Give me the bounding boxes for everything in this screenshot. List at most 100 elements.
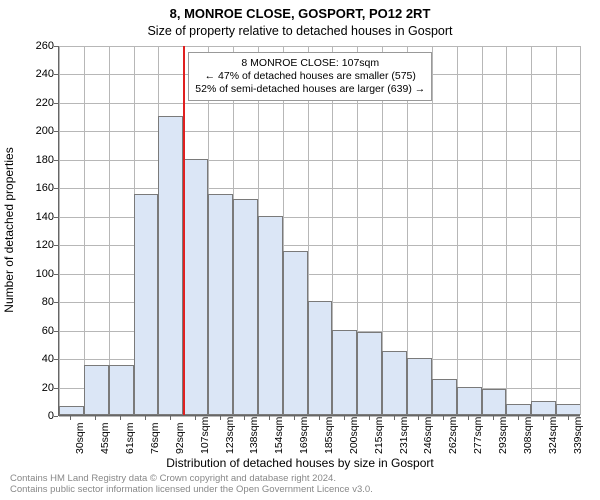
histogram-bar xyxy=(158,116,183,415)
x-tick-mark xyxy=(120,416,121,420)
x-axis-label: Distribution of detached houses by size … xyxy=(0,456,600,470)
gridline-v xyxy=(580,46,581,415)
marker-line xyxy=(183,46,185,415)
histogram-bar xyxy=(556,404,581,415)
gridline-v xyxy=(506,46,507,415)
gridline-v xyxy=(84,46,85,415)
histogram-bar xyxy=(531,401,556,415)
histogram-bar xyxy=(59,406,84,415)
footer-line: Contains public sector information licen… xyxy=(10,485,373,496)
annotation-line: 52% of semi-detached houses are larger (… xyxy=(195,83,425,96)
gridline-v xyxy=(482,46,483,415)
histogram-bar xyxy=(134,194,159,415)
y-tick-mark xyxy=(54,388,58,389)
x-tick-label: 185sqm xyxy=(323,417,335,454)
x-tick-mark xyxy=(443,416,444,420)
gridline-v xyxy=(457,46,458,415)
y-tick-mark xyxy=(54,274,58,275)
y-tick-mark xyxy=(54,46,58,47)
gridline-h xyxy=(59,188,580,189)
histogram-bar xyxy=(208,194,233,415)
x-tick-label: 123sqm xyxy=(224,417,236,454)
y-tick-label: 160 xyxy=(14,182,54,194)
x-tick-mark xyxy=(518,416,519,420)
x-tick-mark xyxy=(70,416,71,420)
x-tick-mark xyxy=(418,416,419,420)
x-tick-mark xyxy=(294,416,295,420)
x-tick-label: 107sqm xyxy=(199,417,211,454)
histogram-bar xyxy=(308,301,333,415)
y-tick-mark xyxy=(54,103,58,104)
chart-title: 8, MONROE CLOSE, GOSPORT, PO12 2RT xyxy=(0,6,600,21)
y-tick-label: 120 xyxy=(14,239,54,251)
x-tick-mark xyxy=(468,416,469,420)
histogram-bar xyxy=(407,358,432,415)
x-tick-label: 169sqm xyxy=(298,417,310,454)
x-tick-mark xyxy=(319,416,320,420)
x-tick-mark xyxy=(220,416,221,420)
x-tick-label: 76sqm xyxy=(149,422,161,454)
y-tick-mark xyxy=(54,416,58,417)
chart-subtitle: Size of property relative to detached ho… xyxy=(0,24,600,38)
gridline-v xyxy=(109,46,110,415)
y-axis-label: Number of detached properties xyxy=(2,147,16,312)
y-tick-mark xyxy=(54,245,58,246)
x-tick-label: 154sqm xyxy=(273,417,285,454)
histogram-bar xyxy=(84,365,109,415)
y-tick-label: 200 xyxy=(14,125,54,137)
y-tick-label: 40 xyxy=(14,353,54,365)
histogram-bar xyxy=(382,351,407,415)
x-tick-label: 308sqm xyxy=(522,417,534,454)
x-tick-mark xyxy=(95,416,96,420)
x-tick-label: 277sqm xyxy=(472,417,484,454)
x-tick-label: 45sqm xyxy=(99,422,111,454)
x-tick-label: 215sqm xyxy=(373,417,385,454)
gridline-h xyxy=(59,160,580,161)
y-tick-label: 100 xyxy=(14,268,54,280)
x-tick-label: 92sqm xyxy=(174,422,186,454)
gridline-h xyxy=(59,46,580,47)
y-tick-mark xyxy=(54,331,58,332)
gridline-h xyxy=(59,103,580,104)
x-tick-label: 262sqm xyxy=(447,417,459,454)
gridline-v xyxy=(556,46,557,415)
histogram-bar xyxy=(332,330,357,415)
y-tick-label: 0 xyxy=(14,410,54,422)
x-tick-mark xyxy=(369,416,370,420)
y-tick-mark xyxy=(54,359,58,360)
x-tick-mark xyxy=(394,416,395,420)
y-tick-label: 80 xyxy=(14,296,54,308)
histogram-bar xyxy=(432,379,457,415)
y-tick-mark xyxy=(54,188,58,189)
annotation-line: ← 47% of detached houses are smaller (57… xyxy=(195,70,425,83)
y-tick-mark xyxy=(54,74,58,75)
y-tick-label: 240 xyxy=(14,68,54,80)
footer-attribution: Contains HM Land Registry data © Crown c… xyxy=(10,474,373,496)
gridline-h xyxy=(59,131,580,132)
x-tick-mark xyxy=(344,416,345,420)
annotation-line: 8 MONROE CLOSE: 107sqm xyxy=(195,57,425,70)
y-tick-label: 20 xyxy=(14,382,54,394)
y-tick-label: 220 xyxy=(14,97,54,109)
y-tick-mark xyxy=(54,302,58,303)
x-tick-label: 61sqm xyxy=(124,422,136,454)
x-tick-label: 138sqm xyxy=(248,417,260,454)
histogram-bar xyxy=(258,216,283,415)
x-tick-mark xyxy=(543,416,544,420)
gridline-v xyxy=(531,46,532,415)
x-tick-mark xyxy=(145,416,146,420)
x-tick-label: 324sqm xyxy=(547,417,559,454)
y-tick-label: 60 xyxy=(14,325,54,337)
histogram-bar xyxy=(109,365,134,415)
y-tick-label: 180 xyxy=(14,154,54,166)
histogram-bar xyxy=(283,251,308,415)
histogram-bar xyxy=(457,387,482,415)
x-tick-mark xyxy=(170,416,171,420)
x-tick-label: 293sqm xyxy=(497,417,509,454)
chart-container: 8, MONROE CLOSE, GOSPORT, PO12 2RT Size … xyxy=(0,0,600,500)
x-tick-mark xyxy=(568,416,569,420)
y-tick-mark xyxy=(54,131,58,132)
plot-area xyxy=(58,46,580,416)
x-tick-label: 200sqm xyxy=(348,417,360,454)
histogram-bar xyxy=(183,159,208,415)
